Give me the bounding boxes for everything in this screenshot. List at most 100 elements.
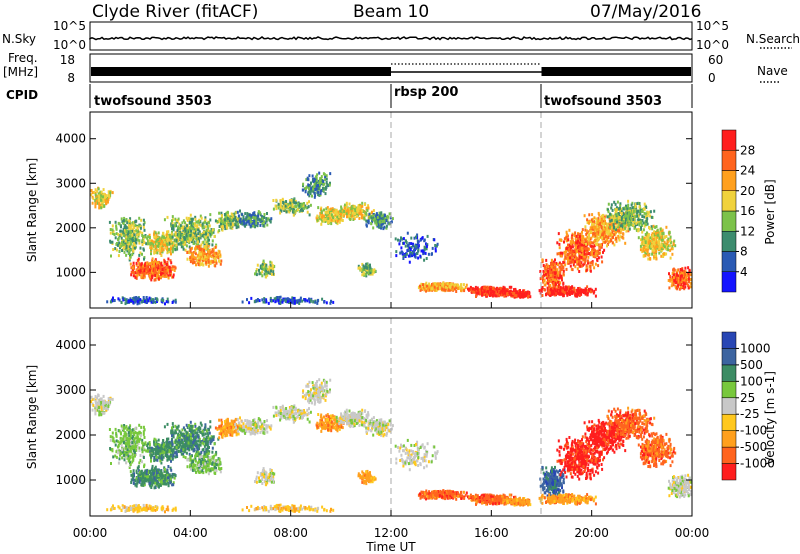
power-cell [306,177,309,181]
power-cell [123,246,126,250]
power-cell [144,261,147,265]
power-cell [199,257,202,261]
power-cell [318,179,321,182]
power-cell [423,288,426,292]
power-cell [103,204,106,208]
power-cell [589,261,592,265]
power-cell [316,173,319,177]
power-cell [542,269,545,273]
power-cell [248,213,251,217]
power-cell [92,197,95,201]
power-cell [484,291,487,294]
power-cell [555,270,558,274]
power-cell [244,212,247,216]
power-cell [436,285,439,289]
power-cell [391,217,394,221]
power-cell [148,270,151,274]
power-cell [600,226,603,230]
power-cell [174,248,177,252]
power-cell [142,225,145,229]
power-cell [548,275,551,279]
cpid-segment-1: twofsound 3503 [94,94,212,109]
power-cell [138,253,141,257]
power-cell [114,236,117,240]
power-cell [237,225,240,229]
power-cell [177,237,180,241]
power-cell [584,260,587,264]
power-cell [322,219,325,223]
power-cell [169,249,172,253]
power-cell [191,256,194,260]
power-cell [553,263,556,267]
power-cell [205,242,208,246]
power-cell [157,261,159,265]
power-cell [134,235,137,239]
power-cell [329,207,332,211]
power-cell [149,246,152,250]
power-cell [338,217,341,221]
power-cell [225,213,228,217]
power-cell [604,227,607,231]
power-cell [270,272,273,276]
power-cell [340,207,343,211]
power-cell [128,258,131,262]
power-cell [615,237,618,241]
power-cell [94,193,97,197]
power-cell [155,241,158,245]
power-cell [158,248,161,252]
power-cell [304,190,307,194]
power-cell [112,230,115,233]
power-cell [244,224,247,228]
power-cell [220,259,223,263]
power-cell [263,272,266,276]
power-cell [559,281,562,285]
power-cell [566,257,569,261]
power-cell [197,228,200,232]
power-cell [128,244,131,248]
power-cell [580,264,583,268]
power-cell [554,272,556,275]
power-cell [361,262,364,266]
power-cell [383,213,386,217]
power-cell [130,223,133,227]
power-cell [557,232,560,236]
power-cell [282,204,285,208]
power-cell [136,233,139,237]
power-cell [326,183,329,187]
power-cell [589,240,592,244]
power-cell [258,272,261,276]
power-cell [114,220,117,224]
power-cell [368,216,371,220]
power-cell [412,242,414,246]
power-cell [169,273,172,277]
power-cell [176,235,179,238]
power-cell [169,233,172,237]
power-cell [291,203,294,207]
power-cell [136,274,139,278]
power-cell [499,287,502,291]
power-cell [172,240,175,244]
power-cell [311,185,314,189]
power-cell [362,264,365,268]
power-cell [404,244,407,248]
power-cell [198,232,201,236]
power-cell [205,262,208,266]
power-cell [342,214,345,218]
power-cell [328,183,331,187]
power-cell [140,263,143,267]
power-cell [122,219,125,223]
power-cell [580,246,583,250]
power-cell [488,288,491,292]
power-cell [390,220,393,224]
power-cell [190,229,192,233]
power-cell [194,217,197,221]
power-cell [444,288,447,292]
power-cell [516,290,519,294]
power-cell [162,242,165,246]
power-cell [585,264,588,268]
power-cell [356,212,359,216]
power-cell [203,249,205,252]
power-cell [205,228,208,232]
power-cell [214,264,217,268]
power-cell [594,262,597,266]
